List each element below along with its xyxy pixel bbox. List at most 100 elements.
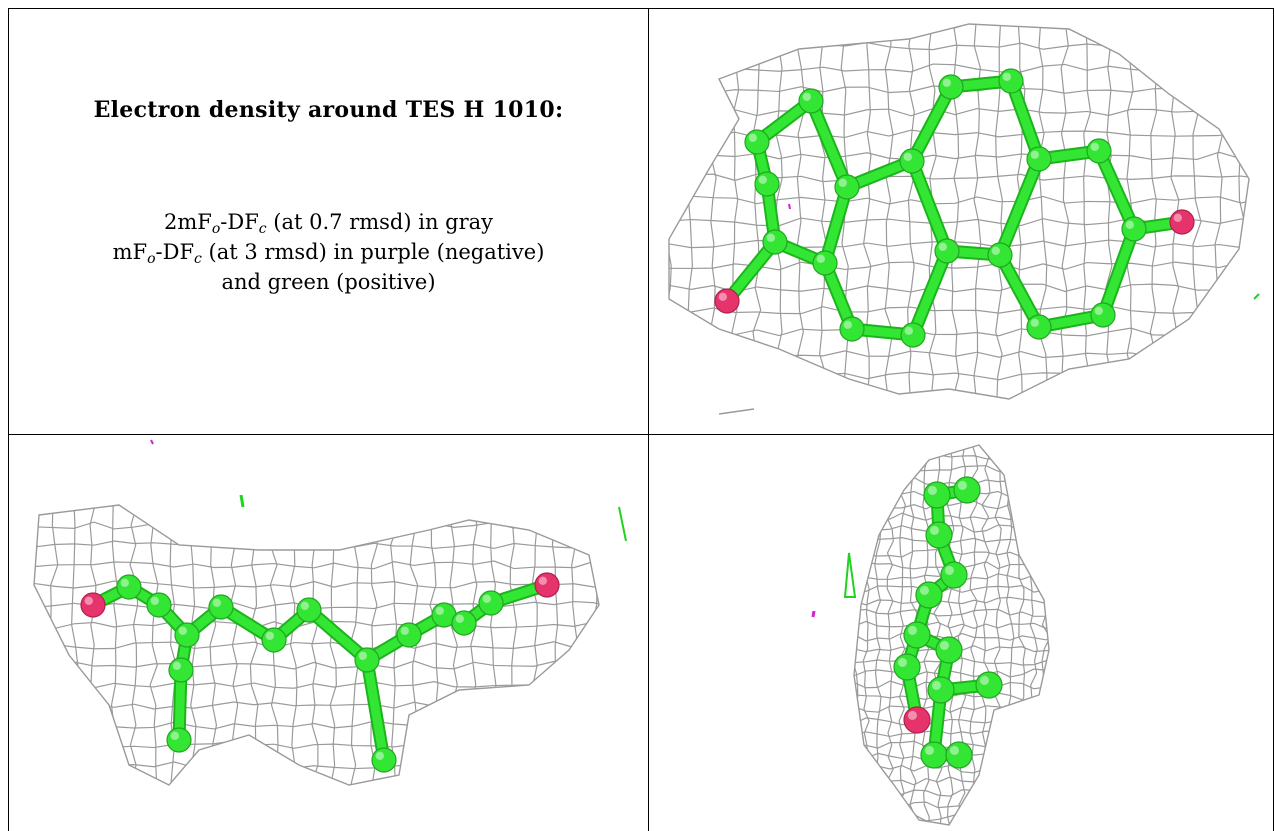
bond — [722, 237, 780, 306]
atom-highlight — [904, 326, 913, 335]
oxygen-atom — [80, 592, 106, 618]
oxygen-atom — [534, 572, 560, 598]
atom-highlight — [435, 606, 444, 615]
atom-highlight — [924, 745, 934, 755]
atom-highlight — [843, 320, 852, 329]
carbon-atom — [174, 622, 200, 648]
caption-cell: Electron density around TES H 1010: 2mFo… — [8, 8, 649, 434]
oxygen-atom — [1169, 209, 1195, 235]
atom-highlight — [538, 576, 547, 585]
bond — [362, 655, 389, 765]
carbon-atom — [478, 590, 504, 616]
negative-density-blob — [788, 203, 791, 210]
positive-density-blob — [239, 494, 245, 508]
carbon-atom — [903, 621, 931, 649]
molecule-mesh-icon — [668, 23, 1260, 415]
carbon-atom — [834, 174, 860, 200]
bond — [304, 605, 372, 665]
carbon-atom — [987, 242, 1013, 268]
carbon-atom — [1090, 302, 1116, 328]
carbon-atom — [1086, 138, 1112, 164]
density-mesh-outline — [853, 444, 1050, 826]
carbon-atom — [354, 647, 380, 673]
bond — [806, 96, 852, 192]
atom-highlight — [991, 246, 1000, 255]
density-mesh — [34, 505, 599, 785]
carbon-atom — [934, 238, 960, 264]
atom-highlight — [172, 661, 181, 670]
atom-highlight — [919, 585, 929, 595]
atom-highlight — [170, 731, 179, 740]
carbon-atom — [1121, 216, 1147, 242]
atom-highlight — [938, 242, 947, 251]
carbon-atom — [744, 129, 770, 155]
density-fragment — [718, 408, 755, 415]
atom-highlight — [1002, 72, 1011, 81]
carbon-atom — [925, 521, 953, 549]
carbon-atom — [762, 229, 788, 255]
atom-highlight — [1030, 150, 1039, 159]
carbon-atom — [839, 316, 865, 342]
oxygen-atom — [714, 288, 740, 314]
carbon-atom — [923, 481, 951, 509]
carbon-atom — [261, 627, 287, 653]
carbon-atom — [798, 88, 824, 114]
bond — [1006, 76, 1044, 164]
panel-side-view — [8, 434, 649, 831]
bond — [907, 156, 952, 256]
atom-highlight — [1125, 220, 1134, 229]
atom-highlight — [120, 578, 129, 587]
atom-highlight — [1090, 142, 1099, 151]
carbon-atom — [1026, 146, 1052, 172]
atom-highlight — [84, 596, 94, 605]
atom-highlight — [718, 292, 727, 301]
atom-highlight — [897, 657, 907, 667]
carbon-atom — [915, 581, 943, 609]
carbon-atom — [296, 597, 322, 623]
atom-highlight — [300, 601, 309, 610]
molecule-mesh-icon — [33, 439, 627, 786]
atom-highlight — [212, 598, 221, 607]
oxygen-atom — [903, 706, 931, 734]
carbon-atom — [168, 657, 194, 683]
carbon-atom — [953, 476, 981, 504]
atom-highlight — [766, 233, 775, 242]
panel-top-view — [649, 8, 1274, 434]
bond — [907, 82, 956, 166]
carbon-atom — [451, 610, 477, 636]
carbon-atom — [927, 676, 955, 704]
carbon-atom — [945, 741, 973, 769]
caption-line-2fofc: 2mFo-DFc (at 0.7 rmsd) in gray — [163, 210, 494, 237]
carbon-atom — [754, 171, 780, 197]
density-mesh — [854, 445, 1049, 825]
atom-highlight — [816, 254, 825, 263]
atom-highlight — [907, 625, 917, 635]
carbon-atom — [920, 741, 948, 769]
carbon-atom — [893, 653, 921, 681]
atom-highlight — [957, 480, 967, 490]
atom-highlight — [375, 751, 384, 760]
atom-highlight — [939, 640, 949, 650]
atom-highlight — [150, 596, 159, 605]
atom-highlight — [942, 78, 951, 88]
carbon-atom — [208, 594, 234, 620]
carbon-atom — [900, 322, 926, 348]
caption-line-colors: and green (positive) — [221, 270, 436, 294]
bond — [820, 182, 852, 268]
positive-density-blob — [618, 506, 627, 542]
atom-highlight — [927, 485, 937, 495]
carbon-atom — [146, 592, 172, 618]
carbon-atom — [116, 574, 142, 600]
carbon-atom — [975, 671, 1003, 699]
atom-highlight — [358, 651, 367, 660]
carbon-atom — [1026, 314, 1052, 340]
positive-density-blob — [1253, 293, 1260, 300]
bond — [1094, 146, 1139, 234]
molecule-mesh-icon — [811, 444, 1050, 826]
atom-highlight — [1173, 213, 1182, 222]
positive-density-blob — [843, 552, 857, 598]
atom-highlight — [1094, 306, 1103, 315]
carbon-atom — [899, 148, 925, 174]
atom-highlight — [979, 675, 989, 685]
atom-highlight — [178, 626, 187, 635]
